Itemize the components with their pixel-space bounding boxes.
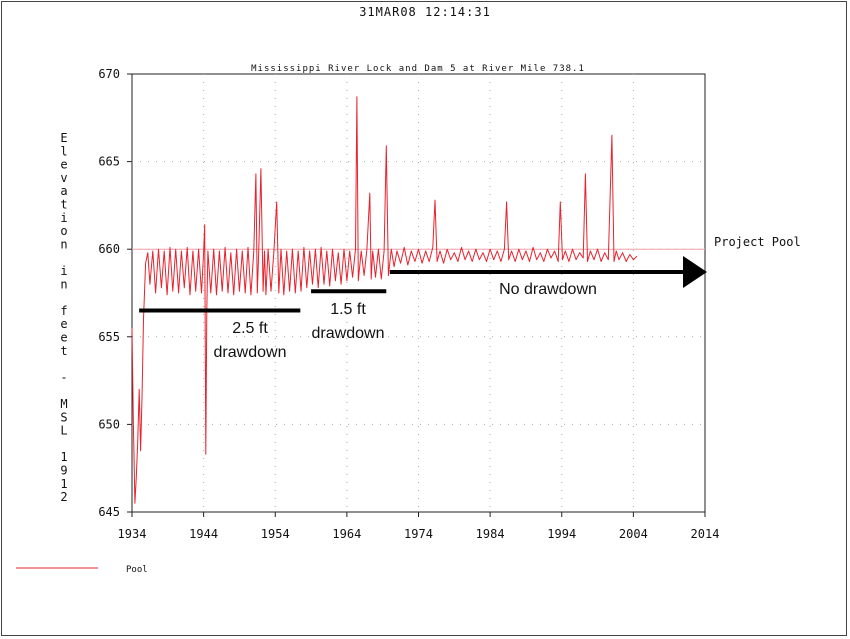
reference-label-project-pool: Project Pool <box>714 235 801 249</box>
annotation-text-1-1: 2.5 ft <box>232 320 268 337</box>
annotation-text-1-2: drawdown <box>214 344 287 361</box>
y-axis-ticks: 670 665 660 655 650 645 <box>98 67 132 519</box>
chart-title: Mississippi River Lock and Dam 5 at Rive… <box>251 64 585 74</box>
legend: Pool <box>16 565 148 575</box>
annotation-text-2-2: drawdown <box>312 325 385 342</box>
plot-area <box>131 73 706 513</box>
grid-lines <box>132 74 705 512</box>
annotation-text-2-1: 1.5 ft <box>330 301 366 318</box>
legend-label-pool: Pool <box>126 565 148 575</box>
x-tick-label-1984: 1984 <box>476 527 505 541</box>
x-tick-label-1934: 1934 <box>118 527 147 541</box>
annotation-text-3-1: No drawdown <box>499 281 597 298</box>
series-layer <box>131 96 638 504</box>
y-tick-label-665: 665 <box>98 155 120 169</box>
series-line-pool <box>131 96 638 504</box>
y-tick-label-655: 655 <box>98 330 120 344</box>
y-tick-label-650: 650 <box>98 417 120 431</box>
x-tick-label-1944: 1944 <box>189 527 218 541</box>
annotations-layer: 2.5 ft drawdown 1.5 ft drawdown No drawdown <box>139 255 707 361</box>
x-tick-label-1954: 1954 <box>261 527 290 541</box>
x-tick-label-1974: 1974 <box>404 527 433 541</box>
x-tick-label-1964: 1964 <box>332 527 361 541</box>
x-tick-label-2004: 2004 <box>619 527 648 541</box>
timestamp: 31MAR08 12:14:31 <box>359 5 491 19</box>
y-tick-label-660: 660 <box>98 242 120 256</box>
y-tick-label-670: 670 <box>98 67 120 81</box>
x-tick-label-1994: 1994 <box>547 527 576 541</box>
reference-lines: Project Pool <box>132 235 801 250</box>
y-tick-label-645: 645 <box>98 505 120 519</box>
x-axis-ticks: 1934 1944 1954 1964 1974 1984 1994 2004 2014 <box>118 512 720 541</box>
x-tick-label-2014: 2014 <box>691 527 720 541</box>
